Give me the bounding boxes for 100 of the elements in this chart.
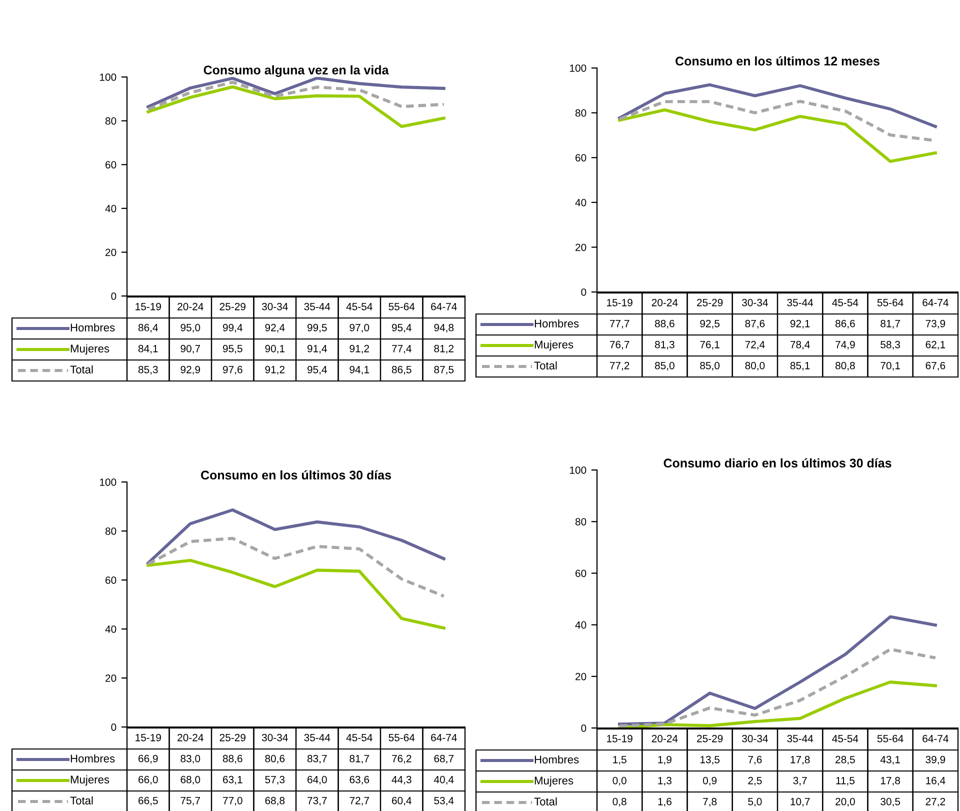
- data-label: 88,6: [222, 754, 242, 764]
- data-label: 99,5: [307, 324, 327, 333]
- data-label: 81,3: [655, 340, 674, 350]
- x-tick-label: 45-54: [832, 299, 858, 306]
- x-tick-label: 15-19: [136, 302, 161, 310]
- data-label: 81,7: [350, 754, 369, 764]
- chart-title: Consumo en los últimos 30 días: [201, 470, 391, 480]
- y-tick-label: 20: [576, 244, 586, 252]
- data-label: 87,6: [745, 320, 765, 329]
- data-label: 68,7: [434, 754, 454, 764]
- y-tick-label: 80: [105, 117, 116, 125]
- x-tick-label: 35-44: [787, 734, 814, 742]
- x-tick-label: 55-64: [388, 302, 415, 310]
- data-label: 83,0: [180, 754, 200, 764]
- data-label: 88,6: [655, 320, 674, 329]
- y-tick-label: 100: [100, 478, 116, 486]
- data-label: 66,5: [138, 796, 158, 806]
- y-tick-label: 60: [576, 154, 586, 162]
- data-label: 86,5: [392, 366, 412, 375]
- y-tick-label: 20: [576, 672, 586, 680]
- line-series: [146, 558, 446, 630]
- x-tick-label: 45-54: [346, 303, 372, 310]
- data-label: 77,0: [223, 796, 242, 806]
- y-tick-label: 40: [105, 204, 116, 212]
- x-tick-label: 20-24: [178, 302, 204, 310]
- line-series: [146, 508, 446, 565]
- data-label: 66,9: [138, 754, 158, 764]
- data-label: 95,0: [180, 324, 200, 333]
- data-label: 13,5: [700, 756, 720, 765]
- x-tick-label: 35-44: [304, 734, 330, 742]
- line-series: [618, 648, 937, 728]
- data-label: 58,3: [880, 340, 900, 350]
- data-label: 80,6: [265, 754, 285, 764]
- data-label: 7,6: [748, 756, 762, 765]
- y-tick-label: 80: [105, 528, 116, 535]
- y-tick-label: 100: [570, 64, 586, 72]
- data-label: 53,4: [434, 796, 454, 806]
- y-tick-label: 60: [106, 576, 116, 584]
- data-label: 86,6: [836, 320, 855, 329]
- chart-title: Consumo diario en los últimos 30 días: [664, 458, 892, 468]
- data-label: 44,3: [392, 776, 412, 785]
- x-tick-label: 45-54: [346, 734, 372, 742]
- data-label: 10,7: [790, 798, 810, 807]
- chart-title: Consumo alguna vez en la vida: [204, 65, 389, 77]
- y-tick-label: 60: [106, 161, 116, 168]
- data-label: 1,9: [658, 756, 672, 765]
- data-label: 7,8: [703, 798, 717, 807]
- x-tick-label: 64-74: [922, 734, 948, 742]
- data-label: 94,1: [350, 366, 370, 375]
- x-tick-label: 15-19: [136, 734, 161, 742]
- y-tick-label: 40: [575, 198, 586, 206]
- data-label: 85,0: [700, 362, 720, 371]
- data-label: 92,9: [180, 366, 200, 375]
- x-tick-label: 25-29: [697, 734, 723, 742]
- y-tick-label: 0: [581, 288, 586, 296]
- x-tick-label: 30-34: [262, 734, 288, 742]
- data-label: 1,5: [613, 756, 626, 765]
- data-label: 73,7: [308, 796, 327, 806]
- data-label: 99,4: [222, 324, 242, 333]
- data-label: 60,4: [392, 796, 412, 806]
- data-label: 28,5: [836, 756, 855, 765]
- x-tick-label: 20-24: [178, 734, 204, 742]
- data-label: 77,4: [392, 345, 412, 354]
- x-tick-label: 30-34: [742, 734, 768, 742]
- x-tick-label: 25-29: [697, 298, 723, 306]
- data-label: 85,0: [655, 362, 674, 371]
- data-label: 66,0: [138, 776, 158, 785]
- legend-label: Mujeres: [534, 340, 574, 351]
- data-label: 76,7: [610, 340, 630, 350]
- y-tick-label: 100: [570, 466, 586, 474]
- data-label: 17,8: [880, 776, 900, 786]
- data-label: 27,2: [926, 798, 946, 807]
- y-tick-label: 60: [576, 570, 586, 578]
- data-label: 20,0: [836, 798, 855, 807]
- x-tick-label: 64-74: [431, 302, 457, 310]
- data-label: 92,5: [700, 320, 720, 329]
- x-tick-label: 64-74: [431, 734, 457, 742]
- line-series: [618, 83, 937, 128]
- x-tick-label: 35-44: [304, 302, 330, 310]
- data-label: 91,2: [350, 344, 369, 354]
- x-tick-label: 55-64: [877, 298, 904, 306]
- data-label: 39,9: [926, 756, 946, 765]
- data-label: 1,6: [658, 798, 672, 807]
- legend-label: Hombres: [70, 754, 115, 762]
- data-label: 5,0: [748, 798, 762, 807]
- data-label: 97,6: [222, 366, 242, 375]
- data-label: 76,2: [392, 754, 412, 764]
- data-label: 72,7: [350, 796, 369, 806]
- line-series: [618, 615, 937, 726]
- y-tick-label: 20: [106, 674, 116, 682]
- line-series: [618, 108, 937, 163]
- data-label: 17,8: [790, 756, 810, 765]
- data-label: 81,7: [880, 320, 900, 329]
- data-label: 80,0: [745, 362, 765, 371]
- legend-label: Hombres: [534, 755, 579, 764]
- legend-label: Mujeres: [70, 775, 110, 786]
- data-label: 70,1: [880, 362, 900, 371]
- y-tick-label: 0: [111, 292, 116, 300]
- x-tick-label: 55-64: [877, 734, 904, 742]
- data-label: 86,4: [138, 324, 158, 333]
